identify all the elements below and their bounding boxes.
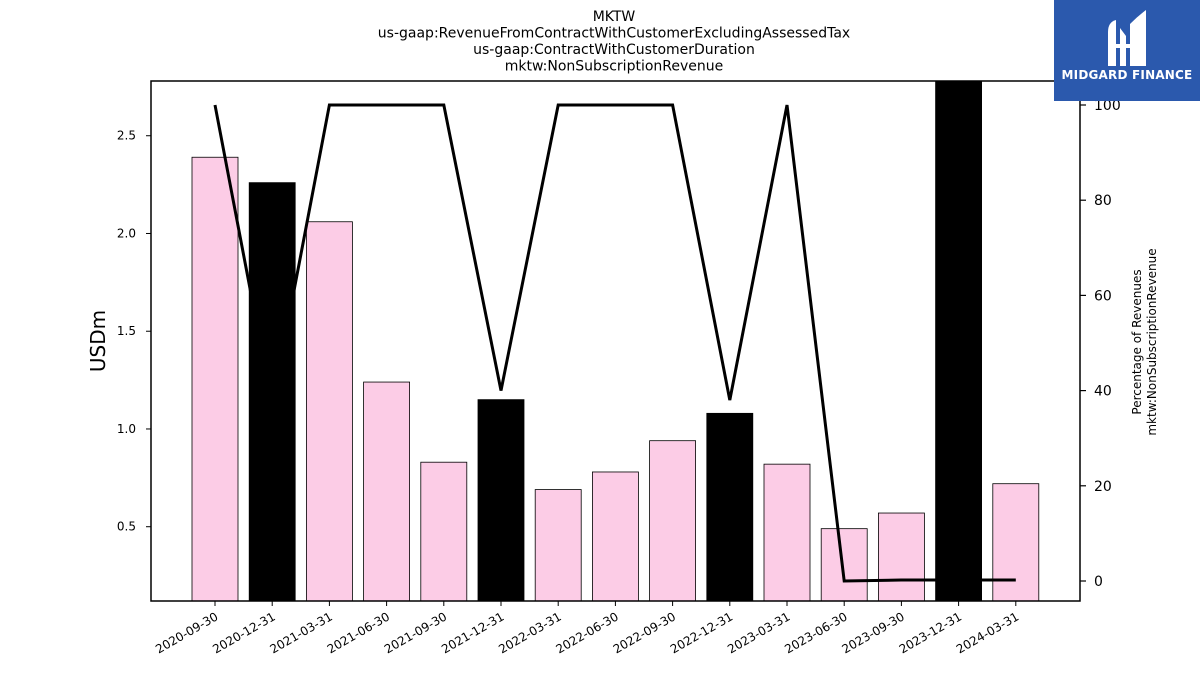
bar [706,412,754,602]
y-tick-left-label: 2.0 [117,226,136,240]
y-axis-right: 0 20 40 60 80 100 [1080,98,1121,590]
y-tick-right-label: 60 [1094,288,1112,304]
title-line: us-gaap:RevenueFromContractWithCustomerE… [378,26,850,42]
bar [592,471,639,602]
x-tick-label: 2020-09-30 [153,609,220,656]
bar [363,381,411,602]
bar [191,156,239,602]
bar [305,221,353,602]
bar [820,528,868,602]
chart-title: MKTWus-gaap:RevenueFromContractWithCusto… [378,9,850,75]
logo-mark-icon [1108,10,1146,66]
bars [191,80,1040,602]
bar [248,182,296,602]
bar [935,80,982,602]
x-tick-label: 2023-03-31 [725,609,792,656]
x-tick-label: 2023-12-31 [897,609,964,656]
bar [534,489,582,602]
logo-text: MIDGARD FINANCE [1061,68,1193,82]
bar [477,399,525,602]
title-line: MKTW [593,9,636,25]
y-tick-right-label: 0 [1094,574,1103,590]
y-tick-left-label: 2.5 [117,129,136,143]
bar [878,512,925,602]
x-tick-label: 2024-03-31 [954,609,1021,656]
y-axis-left-label: USDm [86,310,110,372]
x-tick-label: 2021-12-31 [439,609,506,656]
x-axis: 2020-09-302020-12-312021-03-312021-06-30… [153,601,1021,656]
y-tick-right-label: 20 [1094,479,1112,495]
y-tick-right-label: 100 [1094,98,1121,114]
x-tick-label: 2021-06-30 [325,609,392,656]
y-tick-left-label: 1.5 [117,324,136,338]
y-axis-right-label: Percentage of Revenues mktw:NonSubscripti… [1130,248,1159,435]
bar [992,483,1040,602]
x-tick-label: 2022-12-31 [668,609,735,656]
y-tick-right-label: 80 [1094,193,1112,209]
x-tick-label: 2023-09-30 [839,609,906,656]
y-tick-left-label: 0.5 [117,520,136,534]
logo: MIDGARD FINANCE [1054,0,1200,101]
y-tick-left-label: 1.0 [117,422,136,436]
x-tick-label: 2020-12-31 [210,609,277,656]
x-tick-label: 2023-06-30 [782,609,849,656]
y-axis-right-label-line: mktw:NonSubscriptionRevenue [1145,248,1159,435]
x-tick-label: 2022-09-30 [611,609,678,656]
bar [649,440,696,602]
bar [420,461,468,602]
x-tick-label: 2022-06-30 [553,609,620,656]
x-tick-label: 2022-03-31 [496,609,563,656]
title-line: us-gaap:ContractWithCustomerDuration [473,42,755,58]
y-axis-right-label-line: Percentage of Revenues [1130,269,1144,414]
line-series [213,103,1016,583]
percentage-line [213,103,1016,583]
title-line: mktw:NonSubscriptionRevenue [505,59,724,75]
bar [763,463,811,602]
x-tick-label: 2021-03-31 [267,609,334,656]
y-tick-right-label: 40 [1094,384,1112,400]
x-tick-label: 2021-09-30 [382,609,449,656]
y-axis-left: 0.5 1.0 1.5 2.0 2.5 [117,129,151,534]
